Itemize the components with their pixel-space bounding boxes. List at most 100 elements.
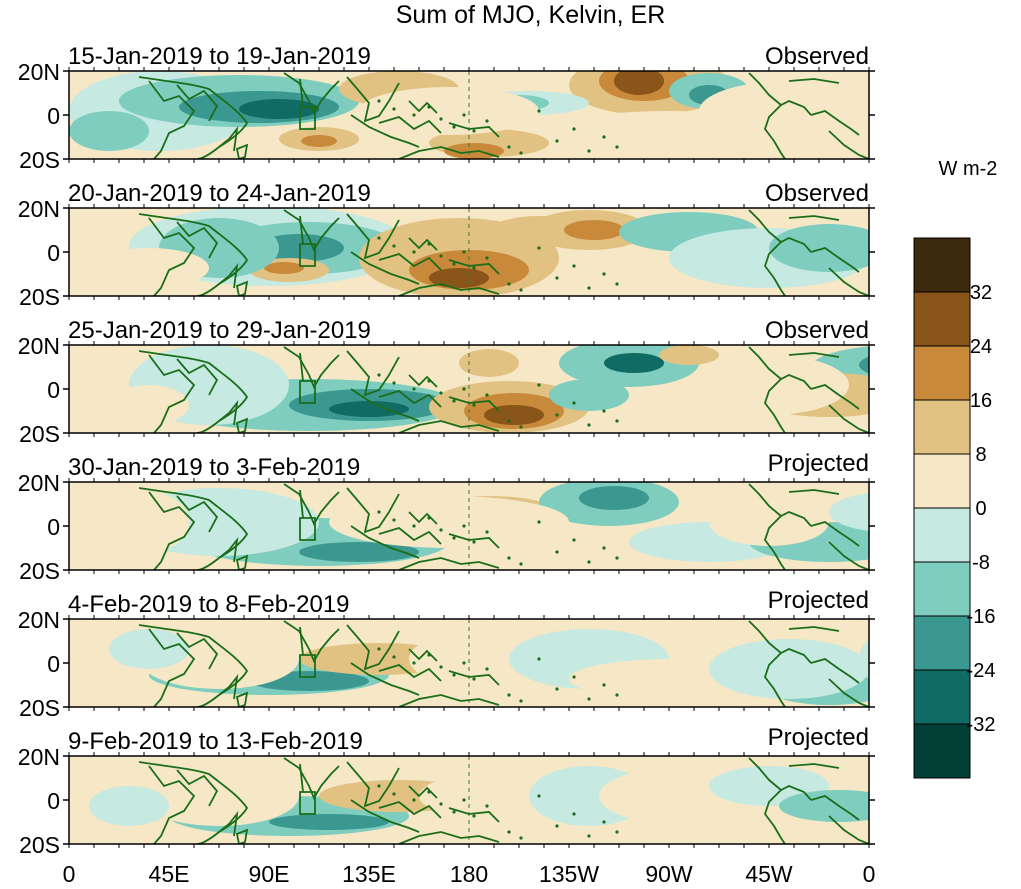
colorbar-tick-label: 0 xyxy=(975,498,987,520)
island xyxy=(587,423,591,427)
anomaly-contour xyxy=(709,498,829,546)
lat-label-20s: 20S xyxy=(19,284,60,310)
island xyxy=(412,798,416,802)
anomaly-contour xyxy=(69,111,149,151)
island xyxy=(462,113,466,117)
anomaly-contour xyxy=(659,345,719,365)
island xyxy=(602,683,606,687)
island xyxy=(462,524,466,528)
anomaly-contour xyxy=(614,71,664,95)
island xyxy=(587,149,591,153)
island xyxy=(472,129,476,133)
island xyxy=(377,373,381,377)
anomaly-contour xyxy=(579,486,649,510)
island xyxy=(472,677,476,681)
lat-label-20s: 20S xyxy=(19,421,60,447)
colorbar-swatch xyxy=(913,345,971,401)
island xyxy=(537,657,541,661)
island xyxy=(602,820,606,824)
island xyxy=(462,661,466,665)
island xyxy=(587,834,591,838)
island xyxy=(555,413,559,417)
lon-label-360: 0 xyxy=(862,861,876,887)
lon-label-90e: 90E xyxy=(248,861,290,887)
island xyxy=(485,667,489,671)
lat-label-20n: 20N xyxy=(17,333,60,359)
colorbar-swatch xyxy=(913,291,971,347)
anomaly-contour xyxy=(109,385,189,425)
anomaly-contour xyxy=(264,262,304,274)
island xyxy=(439,528,443,532)
anomaly-contour xyxy=(269,814,389,830)
island xyxy=(439,802,443,806)
island xyxy=(452,399,456,403)
island xyxy=(452,536,456,540)
island xyxy=(412,250,416,254)
island xyxy=(427,242,431,246)
island xyxy=(537,246,541,250)
island xyxy=(412,113,416,117)
island xyxy=(472,266,476,270)
island xyxy=(377,99,381,103)
lat-label-20n: 20N xyxy=(17,59,60,85)
anomaly-contour xyxy=(769,224,869,272)
colorbar-tick-label: -8 xyxy=(972,552,990,574)
colorbar-tick-label: -32 xyxy=(966,714,996,736)
island xyxy=(537,794,541,798)
lat-label-20n: 20N xyxy=(17,196,60,222)
map-panel xyxy=(63,615,875,711)
colorbar-swatch xyxy=(913,669,971,725)
anomaly-contour xyxy=(459,349,519,377)
panel-2-date: 20-Jan-2019 to 24-Jan-2019 xyxy=(68,180,371,207)
island xyxy=(427,105,431,109)
island xyxy=(392,381,396,385)
colorbar-swatch xyxy=(913,507,971,563)
lon-label-180: 180 xyxy=(449,861,489,887)
island xyxy=(452,262,456,266)
anomaly-contour xyxy=(329,496,569,548)
anomaly-contour xyxy=(429,268,489,288)
island xyxy=(507,693,511,697)
island xyxy=(439,665,443,669)
lat-label-20s: 20S xyxy=(19,147,60,173)
anomaly-contour xyxy=(359,87,539,135)
lat-label-eq: 0 xyxy=(47,240,60,266)
island xyxy=(572,127,576,131)
island xyxy=(439,391,443,395)
lat-label-20n: 20N xyxy=(17,744,60,770)
island xyxy=(392,107,396,111)
colorbar-swatch xyxy=(913,399,971,455)
colorbar-tick-label: 16 xyxy=(969,390,993,412)
lat-label-20s: 20S xyxy=(19,832,60,858)
island xyxy=(572,264,576,268)
anomaly-contour xyxy=(564,220,624,240)
colorbar-swatch xyxy=(913,237,971,293)
island xyxy=(485,804,489,808)
figure-title: Sum of MJO, Kelvin, ER xyxy=(395,1,666,29)
map-panel xyxy=(63,67,875,163)
anomaly-contour xyxy=(301,135,337,147)
island xyxy=(377,510,381,514)
island xyxy=(615,693,619,697)
island xyxy=(462,250,466,254)
lat-label-eq: 0 xyxy=(47,514,60,540)
island xyxy=(602,409,606,413)
anomaly-contour xyxy=(89,786,169,826)
island xyxy=(427,379,431,383)
panel-3-status: Observed xyxy=(764,317,869,344)
panel-4-status: Projected xyxy=(767,450,869,477)
anomaly-contour xyxy=(829,493,869,531)
island xyxy=(587,286,591,290)
lon-label-45w: 45W xyxy=(745,861,793,887)
island xyxy=(519,699,523,703)
island xyxy=(519,836,523,840)
map-panel xyxy=(63,752,875,848)
island xyxy=(572,538,576,542)
anomaly-contour xyxy=(604,353,664,373)
island xyxy=(472,540,476,544)
island xyxy=(537,383,541,387)
island xyxy=(427,653,431,657)
island xyxy=(602,135,606,139)
